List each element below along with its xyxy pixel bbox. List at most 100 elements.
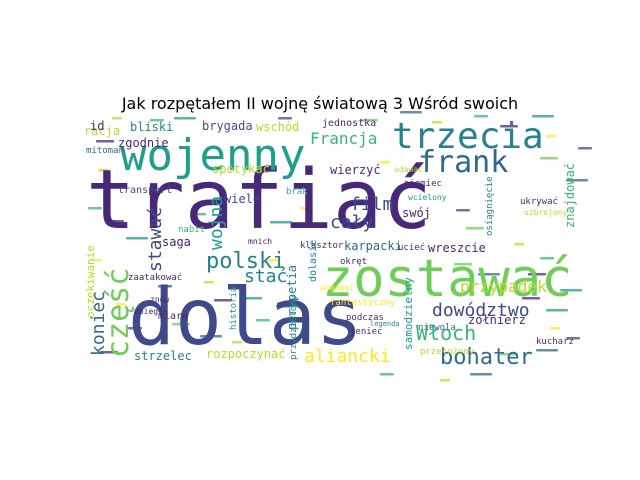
filler-word-mark bbox=[232, 341, 242, 344]
filler-word-mark bbox=[98, 169, 108, 172]
filler-word-mark bbox=[278, 117, 292, 120]
cloud-word: wschód bbox=[256, 120, 299, 134]
cloud-word: zbiegła bbox=[134, 307, 168, 316]
cloud-word: zgodnie bbox=[118, 136, 169, 150]
cloud-word: samodzielny bbox=[402, 277, 415, 350]
cloud-word: frank bbox=[418, 145, 508, 180]
filler-word-mark bbox=[566, 179, 588, 182]
filler-word-mark bbox=[270, 221, 292, 224]
cloud-word: karpacki bbox=[344, 239, 402, 253]
cloud-word: przełożony bbox=[420, 347, 475, 357]
cloud-word: trzecia bbox=[392, 116, 544, 157]
cloud-word: koniec bbox=[88, 291, 109, 356]
cloud-word: brak bbox=[286, 187, 308, 197]
filler-word-mark bbox=[514, 243, 524, 246]
figure-title: Jak rozpętałem II wojnę światową 3 Wśród… bbox=[121, 94, 519, 113]
cloud-word: ucieć bbox=[398, 242, 425, 253]
cloud-word: saga bbox=[162, 235, 191, 249]
filler-word-mark bbox=[204, 281, 214, 284]
filler-word-mark bbox=[92, 259, 102, 262]
filler-word-mark bbox=[536, 349, 558, 352]
cloud-word: klasztor bbox=[300, 241, 344, 251]
filler-word-mark bbox=[454, 263, 472, 266]
cloud-word: osiągnięcie bbox=[485, 176, 495, 236]
cloud-word: legenda bbox=[370, 320, 400, 328]
cloud-word: przydzielony bbox=[289, 294, 299, 360]
cloud-word: znajdować bbox=[563, 163, 577, 228]
cloud-word: miara bbox=[158, 311, 188, 322]
filler-word-mark bbox=[256, 319, 270, 322]
filler-word-mark bbox=[478, 273, 500, 276]
filler-word-mark bbox=[578, 147, 592, 150]
cloud-word: wiele bbox=[224, 192, 260, 206]
filler-word-mark bbox=[566, 337, 580, 340]
cloud-word: transport bbox=[118, 185, 172, 196]
cloud-word: udawać bbox=[394, 164, 423, 174]
filler-word-mark bbox=[276, 305, 290, 308]
cloud-word: stać bbox=[244, 266, 287, 287]
cloud-word: film bbox=[350, 194, 393, 215]
cloud-word: historia bbox=[229, 287, 239, 330]
cloud-word: stawać bbox=[145, 207, 166, 272]
cloud-word: dolasie bbox=[308, 240, 319, 282]
filler-word-mark bbox=[268, 259, 278, 262]
filler-word-mark bbox=[150, 119, 164, 122]
filler-word-mark bbox=[560, 289, 582, 292]
cloud-word: oczekiwanie bbox=[84, 245, 97, 318]
filler-word-mark bbox=[432, 121, 442, 124]
cloud-word: nabit bbox=[178, 225, 205, 235]
cloud-word: zostawać bbox=[322, 249, 572, 309]
cloud-word: mnich bbox=[248, 237, 272, 246]
cloud-word: podczas bbox=[346, 313, 384, 323]
cloud-word: pomagać bbox=[320, 282, 354, 292]
cloud-word: Włoch bbox=[416, 321, 476, 345]
cloud-word: niewola bbox=[418, 323, 456, 333]
filler-word-mark bbox=[380, 373, 394, 376]
cloud-word: brygada bbox=[202, 119, 253, 133]
filler-word-mark bbox=[158, 285, 172, 288]
cloud-word: fantastyczny bbox=[330, 298, 396, 308]
filler-word-mark bbox=[456, 209, 470, 212]
filler-word-mark bbox=[106, 220, 124, 223]
cloud-word: znów bbox=[150, 294, 169, 304]
cloud-word: bliski bbox=[130, 120, 173, 134]
cloud-word: aliancki bbox=[304, 346, 391, 367]
filler-word-mark bbox=[500, 125, 518, 128]
cloud-word: jeniec bbox=[350, 327, 383, 337]
filler-word-mark bbox=[532, 115, 554, 118]
filler-word-mark bbox=[200, 335, 222, 338]
filler-word-mark bbox=[300, 207, 310, 210]
cloud-word: uzbrojony bbox=[524, 208, 568, 217]
filler-word-mark bbox=[126, 237, 148, 240]
filler-word-mark bbox=[466, 227, 484, 230]
filler-word-mark bbox=[240, 297, 262, 300]
cloud-word: wojna bbox=[206, 196, 227, 250]
filler-word-mark bbox=[440, 379, 450, 382]
filler-word-mark bbox=[380, 161, 390, 164]
cloud-word: niemiec bbox=[404, 179, 442, 189]
filler-word-mark bbox=[174, 117, 196, 120]
filler-word-mark bbox=[528, 273, 546, 276]
cloud-word: wojenny bbox=[120, 130, 305, 181]
cloud-word: ukrywać bbox=[520, 196, 558, 207]
filler-word-mark bbox=[400, 111, 422, 114]
cloud-canvas bbox=[80, 117, 576, 367]
cloud-word: rozpoczynać bbox=[206, 347, 285, 361]
filler-word-mark bbox=[522, 297, 540, 300]
cloud-word: polski bbox=[206, 249, 285, 274]
filler-word-mark bbox=[192, 213, 206, 216]
filler-word-mark bbox=[100, 351, 118, 354]
filler-word-mark bbox=[474, 115, 488, 118]
filler-word-mark bbox=[470, 373, 492, 376]
filler-word-mark bbox=[360, 119, 378, 122]
filler-word-mark bbox=[116, 303, 126, 306]
cloud-word: kucharz bbox=[536, 337, 574, 347]
filler-word-mark bbox=[550, 327, 560, 330]
cloud-word: swój bbox=[402, 206, 431, 220]
cloud-word: bohater bbox=[440, 345, 533, 370]
cloud-word: id bbox=[90, 119, 104, 133]
cloud-word: Francja bbox=[310, 129, 377, 148]
cloud-word: wierzyć bbox=[330, 163, 381, 177]
